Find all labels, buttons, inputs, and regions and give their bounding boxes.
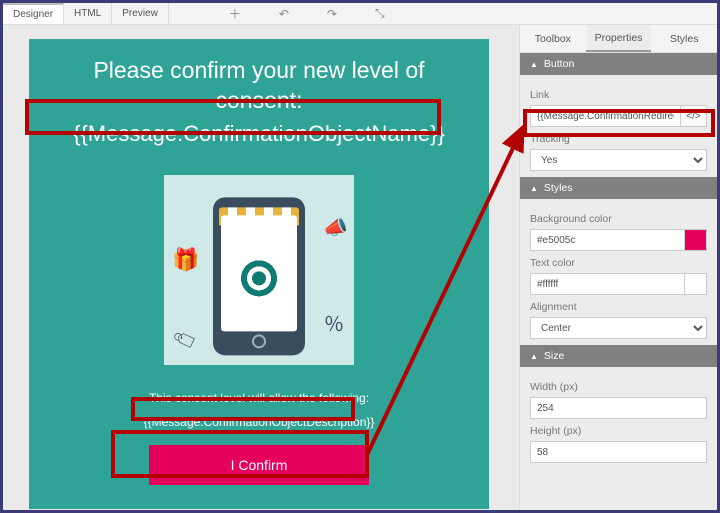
panel-tab-styles[interactable]: Styles <box>651 25 717 52</box>
code-editor-icon[interactable]: </> <box>681 105 707 127</box>
email-canvas[interactable]: Please confirm your new level of consent… <box>29 39 489 509</box>
megaphone-icon: 📣 <box>323 215 348 240</box>
panel-tab-properties[interactable]: Properties <box>586 25 652 52</box>
height-label: Height (px) <box>530 425 707 437</box>
token-object-description: {{Message.ConfirmationObjectDescription}… <box>140 413 379 431</box>
tab-designer[interactable]: Designer <box>3 3 64 24</box>
link-input[interactable] <box>530 105 681 127</box>
width-label: Width (px) <box>530 381 707 393</box>
top-toolbar: Designer HTML Preview ＋ ↶ ↷ ⤡ <box>3 3 717 25</box>
textcolor-swatch[interactable] <box>685 273 707 295</box>
hero-image: 🎁 📣 🏷 ％ <box>164 175 354 365</box>
bgcolor-input[interactable] <box>530 229 685 251</box>
percent-icon: ％ <box>324 308 344 337</box>
alignment-select[interactable]: Center <box>530 317 707 339</box>
panel-tab-toolbox[interactable]: Toolbox <box>520 25 586 52</box>
tracking-select[interactable]: Yes <box>530 149 707 171</box>
link-label: Link <box>530 89 707 101</box>
undo-icon[interactable]: ↶ <box>279 7 289 21</box>
heading-text: Please confirm your new level of consent… <box>29 39 489 119</box>
tab-html[interactable]: HTML <box>64 3 112 24</box>
width-input[interactable] <box>530 397 707 419</box>
token-object-name: {{Message.ConfirmationObjectName}} <box>69 119 449 149</box>
properties-panel: Toolbox Properties Styles ▲Button Link <… <box>519 25 717 510</box>
gift-icon: 🎁 <box>172 247 199 273</box>
height-input[interactable] <box>530 441 707 463</box>
textcolor-label: Text color <box>530 257 707 269</box>
section-header-styles[interactable]: ▲Styles <box>520 177 717 199</box>
textcolor-input[interactable] <box>530 273 685 295</box>
confirm-button[interactable]: I Confirm <box>149 445 369 485</box>
redo-icon[interactable]: ↷ <box>327 7 337 21</box>
collapse-icon[interactable]: ⤡ <box>375 6 385 21</box>
section-header-button[interactable]: ▲Button <box>520 53 717 75</box>
bgcolor-label: Background color <box>530 213 707 225</box>
tab-preview[interactable]: Preview <box>112 3 169 24</box>
plus-icon[interactable]: ＋ <box>229 5 241 22</box>
phone-illustration <box>213 197 305 355</box>
section-header-size[interactable]: ▲Size <box>520 345 717 367</box>
design-canvas-wrap: Please confirm your new level of consent… <box>3 25 519 510</box>
bgcolor-swatch[interactable] <box>685 229 707 251</box>
consent-label: This consent level will allow the follow… <box>29 391 489 405</box>
sale-tag-icon: 🏷 <box>171 327 200 355</box>
alignment-label: Alignment <box>530 301 707 313</box>
tracking-label: Tracking <box>530 133 707 145</box>
